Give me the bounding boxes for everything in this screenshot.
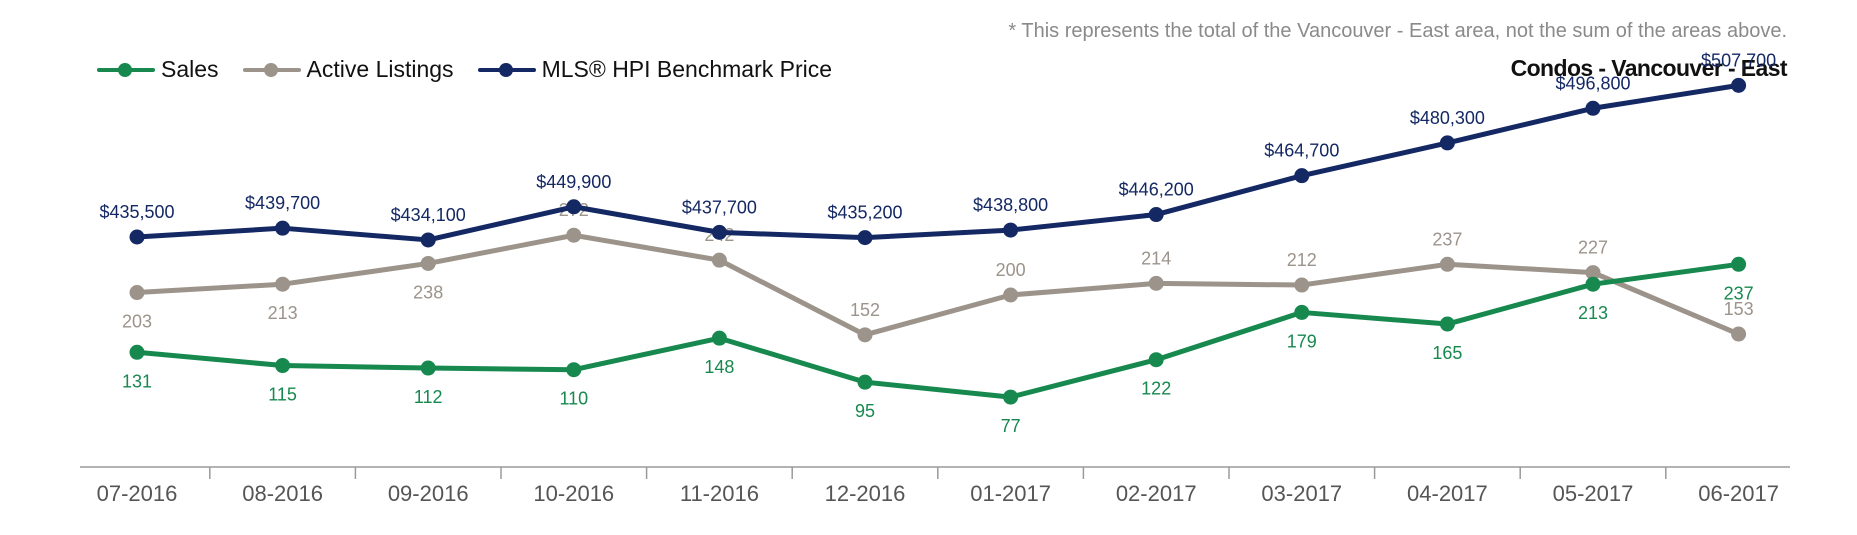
data-label-price: $496,800 bbox=[1555, 73, 1630, 93]
data-point-listings bbox=[1731, 326, 1747, 342]
data-point-sales bbox=[275, 358, 291, 374]
footnote: * This represents the total of the Vanco… bbox=[1008, 20, 1787, 42]
data-point-price bbox=[1439, 135, 1455, 151]
data-point-sales bbox=[1148, 352, 1164, 368]
data-point-price bbox=[420, 232, 436, 248]
data-point-sales bbox=[1439, 316, 1455, 332]
data-label-listings: 153 bbox=[1724, 299, 1754, 319]
data-label-listings: 212 bbox=[1287, 250, 1317, 270]
data-point-listings bbox=[1148, 275, 1164, 291]
data-point-price bbox=[1003, 222, 1019, 238]
data-point-sales bbox=[711, 330, 727, 346]
data-label-price: $464,700 bbox=[1264, 141, 1339, 161]
data-label-sales: 148 bbox=[704, 357, 734, 377]
data-point-sales bbox=[1003, 389, 1019, 405]
data-label-sales: 179 bbox=[1287, 331, 1317, 351]
data-point-listings bbox=[1003, 287, 1019, 303]
chart-subtitle: Condos - Vancouver - East bbox=[1510, 55, 1788, 81]
legend-item-sales: Sales bbox=[95, 56, 219, 83]
x-tick-label: 05-2017 bbox=[1553, 481, 1634, 506]
legend-swatch-benchmark-price bbox=[476, 62, 538, 77]
data-point-listings bbox=[566, 227, 582, 243]
data-label-sales: 95 bbox=[855, 401, 875, 421]
data-label-listings: 200 bbox=[996, 260, 1026, 280]
data-point-sales bbox=[1731, 256, 1747, 272]
series-line-listings bbox=[134, 232, 1742, 338]
data-label-sales: 131 bbox=[122, 371, 152, 391]
data-label-listings: 214 bbox=[1141, 248, 1171, 268]
data-label-price: $480,300 bbox=[1410, 108, 1485, 128]
x-tick-label: 04-2017 bbox=[1407, 481, 1488, 506]
data-label-listings: 237 bbox=[1432, 229, 1462, 249]
data-label-sales: 77 bbox=[1001, 416, 1021, 436]
data-label-listings: 238 bbox=[413, 282, 443, 302]
data-point-listings bbox=[1439, 256, 1455, 272]
data-label-price: $437,700 bbox=[682, 197, 757, 217]
x-tick-label: 06-2017 bbox=[1698, 481, 1779, 506]
x-tick-label: 02-2017 bbox=[1116, 481, 1197, 506]
data-point-sales bbox=[857, 374, 873, 390]
data-point-price bbox=[275, 220, 291, 236]
data-point-sales bbox=[420, 360, 436, 376]
legend-label-benchmark-price: MLS® HPI Benchmark Price bbox=[541, 56, 833, 82]
data-point-sales bbox=[129, 344, 145, 360]
data-point-price bbox=[129, 229, 145, 245]
data-label-price: $446,200 bbox=[1119, 180, 1194, 200]
data-point-price bbox=[566, 199, 582, 215]
data-label-sales: 110 bbox=[559, 389, 588, 409]
x-tick-label: 03-2017 bbox=[1261, 481, 1342, 506]
data-label-price: $435,500 bbox=[99, 202, 174, 222]
legend-item-active-listings: Active Listings bbox=[241, 56, 454, 83]
data-label-sales: 165 bbox=[1432, 343, 1462, 363]
data-point-listings bbox=[1294, 277, 1310, 293]
legend: Sales Active Listings MLS® HPI Benchmark… bbox=[95, 56, 832, 83]
data-point-sales bbox=[566, 362, 582, 378]
x-tick-label: 11-2016 bbox=[680, 481, 759, 506]
data-label-listings: 152 bbox=[850, 300, 880, 320]
data-label-price: $438,800 bbox=[973, 195, 1048, 215]
legend-swatch-sales bbox=[95, 62, 157, 77]
data-label-listings: 203 bbox=[122, 312, 152, 332]
data-label-price: $507,700 bbox=[1701, 50, 1776, 70]
data-point-price bbox=[1731, 77, 1747, 93]
data-point-listings bbox=[711, 252, 727, 268]
data-label-price: $435,200 bbox=[827, 203, 902, 223]
data-label-sales: 237 bbox=[1724, 283, 1754, 303]
data-point-price bbox=[1294, 168, 1310, 184]
data-label-price: $439,700 bbox=[245, 193, 320, 213]
data-label-sales: 122 bbox=[1141, 379, 1171, 399]
series-line-sales bbox=[134, 261, 1742, 400]
data-label-sales: 115 bbox=[268, 385, 297, 405]
data-label-price: $434,100 bbox=[391, 205, 466, 225]
data-point-price bbox=[1585, 100, 1601, 116]
data-point-price bbox=[1148, 207, 1164, 223]
data-label-price: $449,900 bbox=[536, 172, 611, 192]
data-label-sales: 213 bbox=[1578, 303, 1608, 323]
data-label-sales: 112 bbox=[414, 387, 443, 407]
legend-item-benchmark-price: MLS® HPI Benchmark Price bbox=[476, 56, 832, 83]
legend-label-sales: Sales bbox=[161, 56, 219, 82]
data-point-sales bbox=[1294, 304, 1310, 320]
data-label-listings: 227 bbox=[1578, 238, 1608, 258]
series-line-price bbox=[134, 82, 1742, 243]
x-tick-label: 01-2017 bbox=[970, 481, 1051, 506]
data-point-listings bbox=[275, 276, 291, 292]
x-tick-label: 10-2016 bbox=[533, 481, 614, 506]
data-point-price bbox=[857, 230, 873, 246]
data-label-listings: 213 bbox=[268, 303, 298, 323]
data-point-listings bbox=[129, 285, 145, 301]
x-tick-label: 09-2016 bbox=[388, 481, 469, 506]
x-tick-label: 12-2016 bbox=[825, 481, 906, 506]
legend-swatch-active-listings bbox=[241, 62, 303, 77]
data-point-sales bbox=[1585, 276, 1601, 292]
data-point-listings bbox=[857, 327, 873, 343]
x-tick-label: 08-2016 bbox=[242, 481, 323, 506]
data-point-listings bbox=[1585, 265, 1601, 281]
legend-label-active-listings: Active Listings bbox=[306, 56, 454, 82]
data-point-listings bbox=[420, 255, 436, 271]
data-point-price bbox=[711, 224, 727, 240]
x-tick-label: 07-2016 bbox=[97, 481, 178, 506]
